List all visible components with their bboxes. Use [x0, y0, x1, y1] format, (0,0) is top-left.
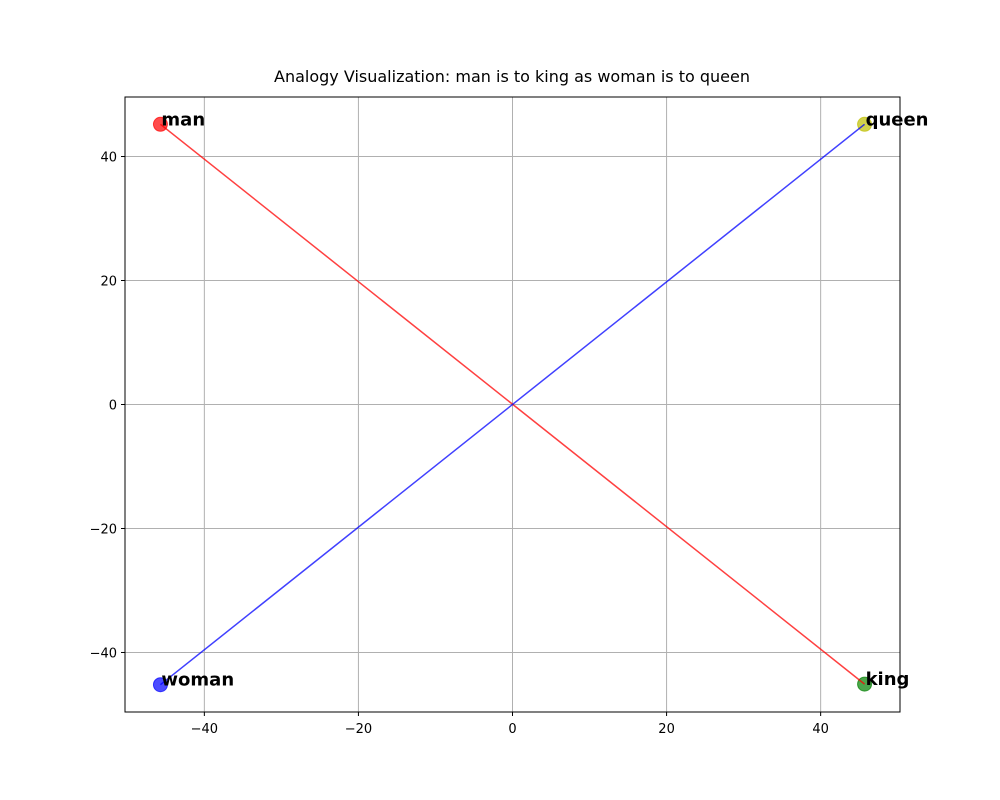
- y-tick-label: 0: [109, 399, 117, 414]
- x-tick-label: 0: [508, 722, 516, 737]
- point-label: king: [866, 669, 910, 690]
- y-tick-label: 20: [100, 275, 117, 290]
- x-tick-label: −40: [191, 722, 218, 737]
- x-tick-label: −20: [345, 722, 372, 737]
- chart-title: Analogy Visualization: man is to king as…: [274, 67, 750, 86]
- x-tick-label: 40: [812, 722, 829, 737]
- plot-frame: [124, 96, 901, 713]
- x-tick-label: 20: [658, 722, 675, 737]
- y-tick-label: −40: [90, 646, 117, 661]
- point-label: woman: [161, 670, 234, 691]
- connector-line: [159, 123, 866, 686]
- point-label: queen: [866, 109, 929, 130]
- point-label: man: [161, 109, 205, 130]
- y-tick-label: 40: [100, 151, 117, 166]
- y-tick-label: −20: [90, 522, 117, 537]
